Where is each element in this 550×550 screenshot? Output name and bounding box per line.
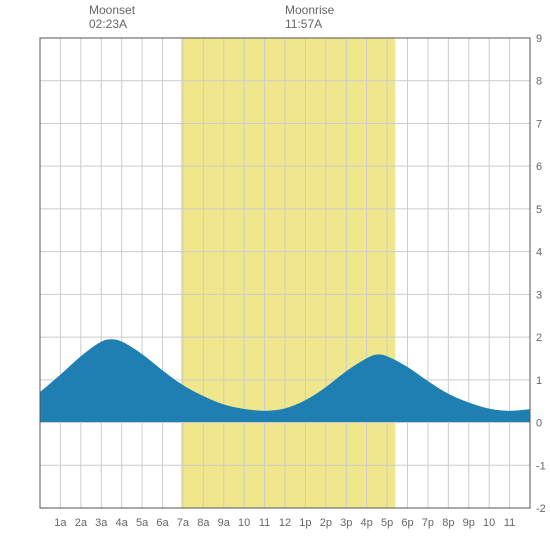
moonrise-title: Moonrise (285, 3, 335, 17)
y-tick-label: 6 (536, 161, 542, 173)
y-tick-label: 7 (536, 118, 542, 130)
x-tick-label: 4a (116, 517, 129, 529)
x-tick-label: 8a (197, 517, 210, 529)
x-tick-label: 9a (218, 517, 231, 529)
x-tick-label: 1p (299, 517, 311, 529)
x-tick-label: 1a (54, 517, 67, 529)
y-tick-label: 3 (536, 289, 542, 301)
x-tick-label: 10 (483, 517, 495, 529)
x-tick-label: 12 (279, 517, 291, 529)
x-tick-label: 6p (401, 517, 413, 529)
moonset-time: 02:23A (89, 17, 127, 31)
y-tick-label: -1 (536, 460, 546, 472)
x-tick-label: 5p (381, 517, 393, 529)
x-tick-label: 3a (95, 517, 108, 529)
x-tick-label: 7a (177, 517, 190, 529)
y-tick-label: 2 (536, 332, 542, 344)
x-tick-label: 8p (442, 517, 454, 529)
x-tick-label: 6a (156, 517, 169, 529)
x-tick-label: 10 (238, 517, 250, 529)
y-tick-label: -2 (536, 503, 546, 515)
y-tick-label: 9 (536, 33, 542, 45)
chart-svg: -2-101234567891a2a3a4a5a6a7a8a9a1011121p… (0, 0, 550, 550)
moonset-title: Moonset (89, 3, 136, 17)
x-tick-label: 4p (361, 517, 373, 529)
y-tick-label: 1 (536, 375, 542, 387)
tide-chart: -2-101234567891a2a3a4a5a6a7a8a9a1011121p… (0, 0, 550, 550)
x-tick-label: 2p (320, 517, 332, 529)
y-tick-label: 8 (536, 76, 542, 88)
x-tick-label: 11 (504, 517, 515, 529)
x-tick-label: 11 (259, 517, 270, 529)
y-tick-label: 0 (536, 418, 542, 430)
moonrise-time: 11:57A (285, 17, 322, 31)
y-tick-label: 5 (536, 204, 542, 216)
y-tick-label: 4 (536, 247, 542, 259)
x-tick-label: 9p (463, 517, 475, 529)
x-tick-label: 3p (340, 517, 352, 529)
x-tick-label: 2a (75, 517, 88, 529)
x-tick-label: 7p (422, 517, 434, 529)
x-tick-label: 5a (136, 517, 149, 529)
